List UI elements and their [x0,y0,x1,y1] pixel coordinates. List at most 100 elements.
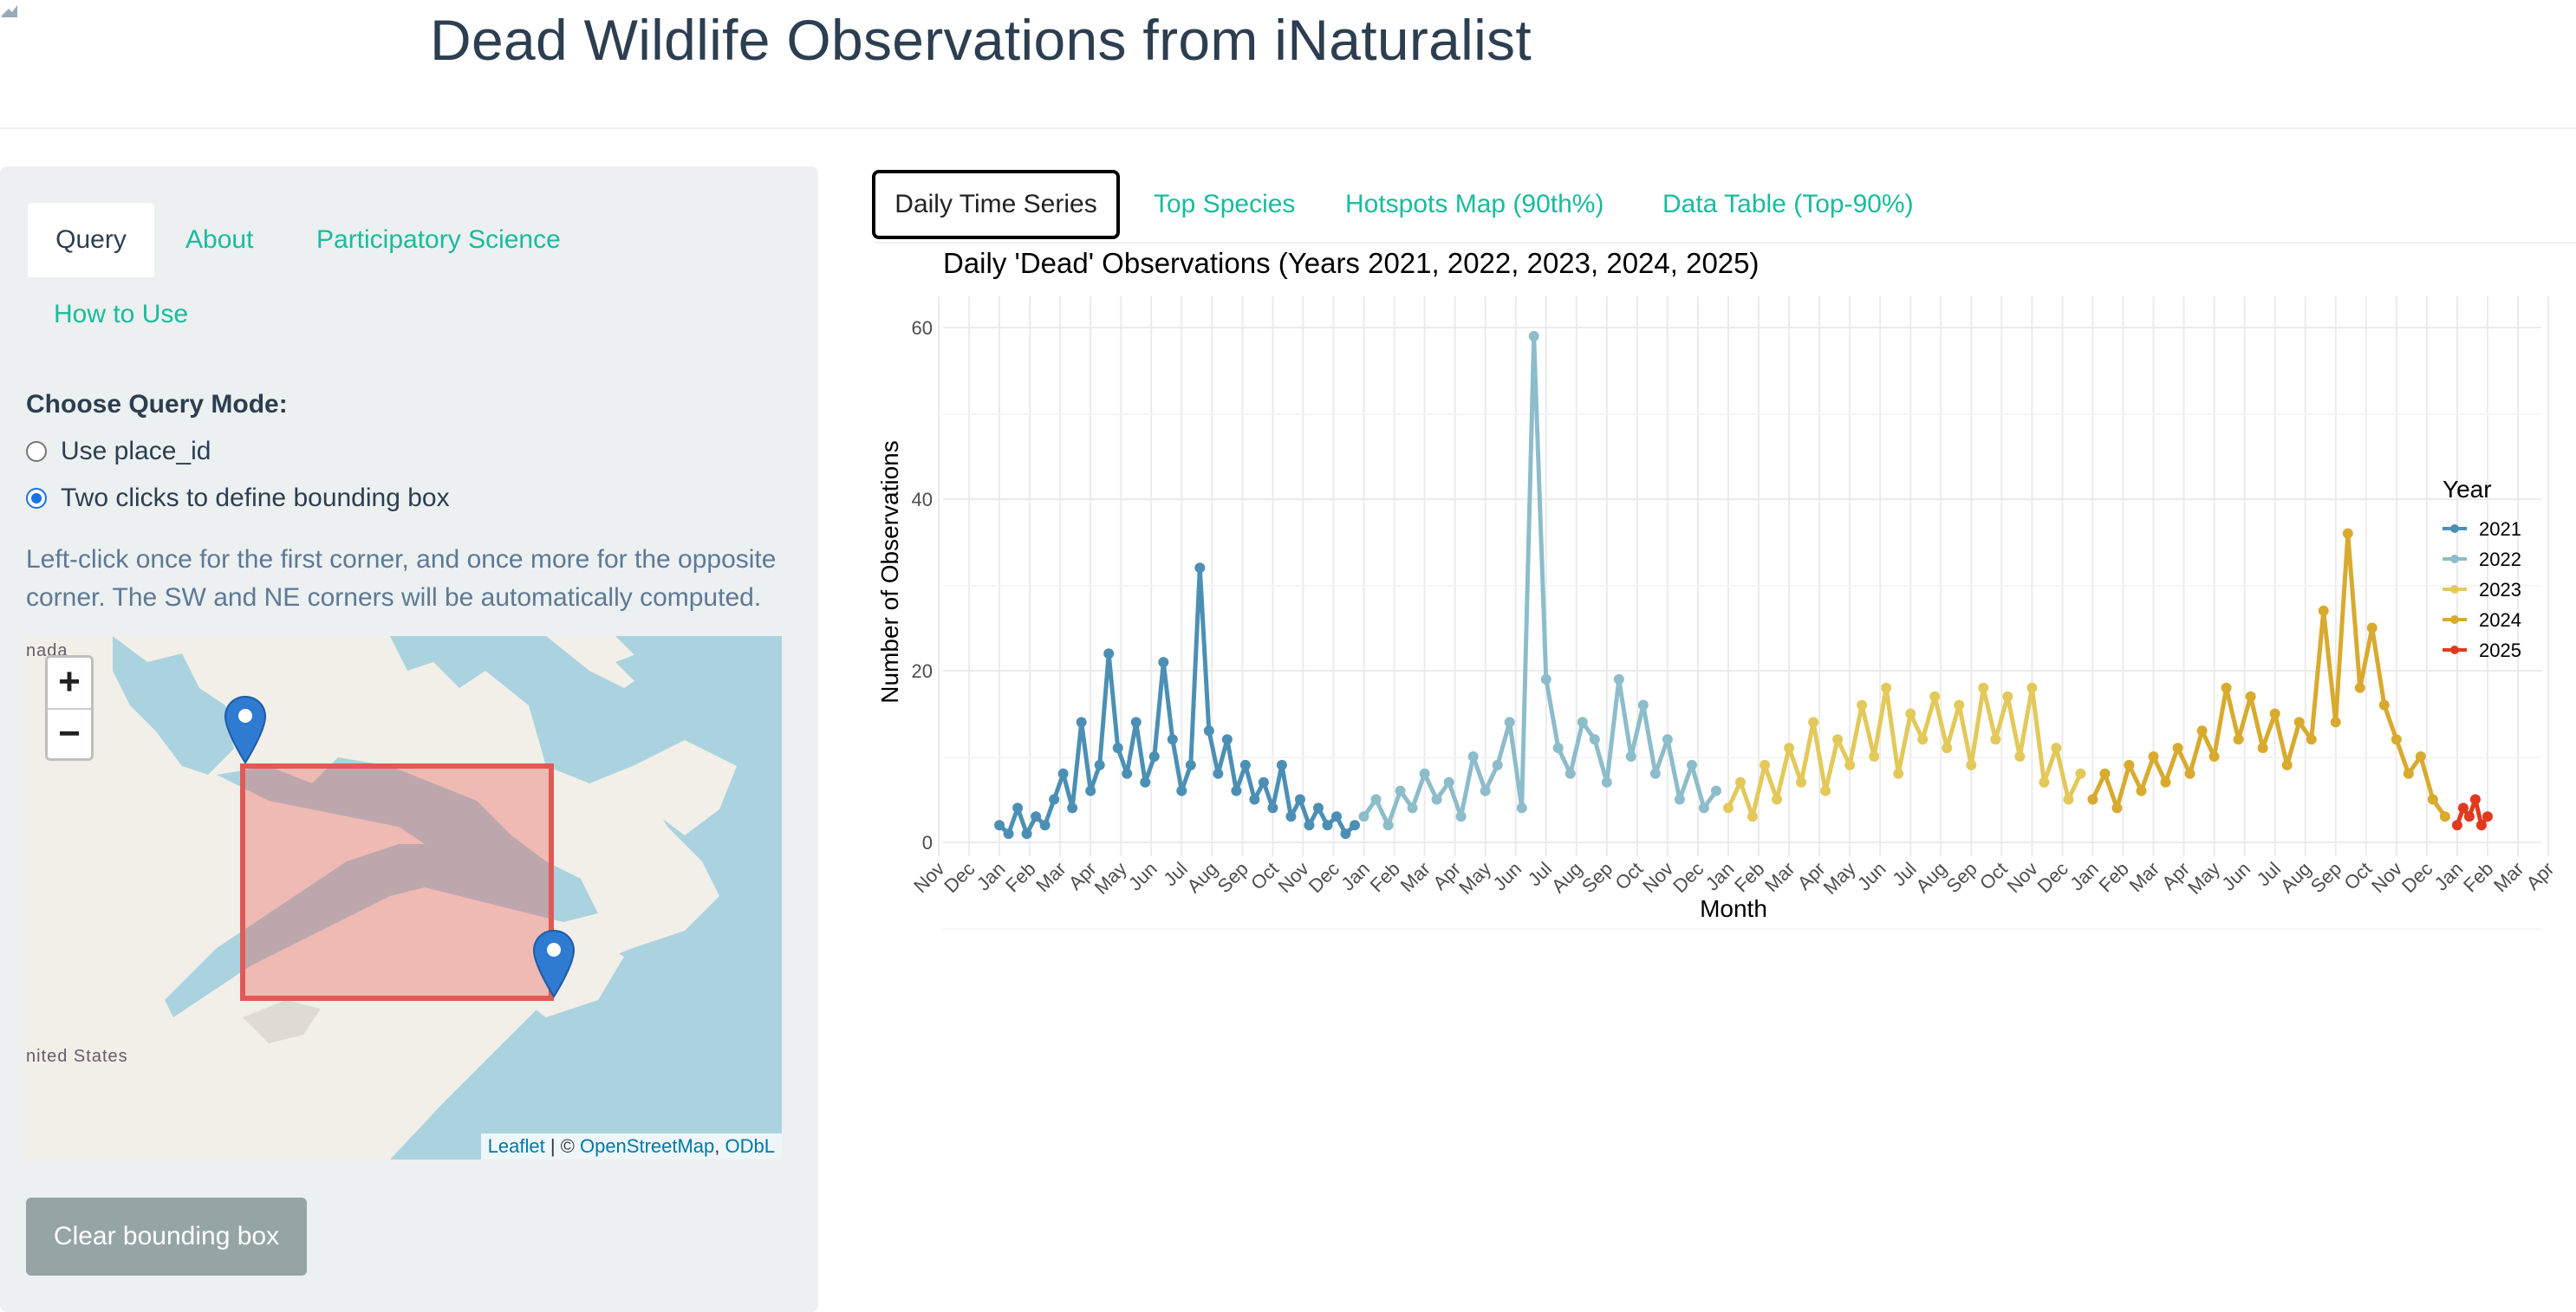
radio-button[interactable] [26,441,47,462]
y-tick-label: 0 [922,832,933,854]
x-tick-label: Feb [1366,858,1404,896]
data-point [1239,759,1251,770]
data-point [1419,768,1430,779]
data-point [2063,794,2074,805]
data-point [1057,768,1069,779]
data-point [1942,743,1953,754]
tab-data-table[interactable]: Data Table (Top-90%) [1662,190,1914,218]
data-point [2475,820,2487,831]
tab-participatory-science[interactable]: Participatory Science [316,225,561,254]
data-point [1966,759,1977,770]
x-tick-label: Nov [2367,858,2406,897]
series-line-2021 [998,565,1356,836]
x-tick-label: Oct [2339,858,2376,894]
map-tiles [26,636,782,1159]
data-point [1249,794,1260,805]
data-point [1893,768,1904,779]
radio-button-checked[interactable] [26,488,47,509]
data-point [1589,734,1600,745]
data-point [2160,776,2171,788]
marker-nw-icon[interactable] [224,695,267,764]
data-point [1722,802,1734,814]
data-point [1820,785,1831,796]
zoom-out-button[interactable]: − [58,712,81,755]
data-point [1407,802,1418,814]
zoom-in-button[interactable]: + [48,658,91,710]
x-tick-label: Sep [1213,858,1252,897]
data-point [1085,785,1096,796]
data-point [1021,828,1032,840]
data-point [1285,811,1297,822]
data-point [1221,734,1233,745]
data-point [1049,794,1060,805]
odbl-link[interactable]: ODbL [725,1135,775,1157]
data-point [1158,657,1169,668]
tab-about[interactable]: About [185,225,254,254]
radio-option-bounding-box[interactable]: Two clicks to define bounding box [26,484,450,513]
data-point [1637,699,1649,711]
data-point [1504,717,1515,728]
attribution-separator: | © [544,1135,580,1157]
tab-how-to-use[interactable]: How to Use [54,300,189,328]
data-point [1808,717,1819,728]
data-point [2075,768,2086,779]
data-point [2482,811,2493,822]
data-point [1978,682,1989,693]
legend-key-dot [2450,615,2459,624]
data-point [1039,820,1051,831]
data-point [1784,743,1795,754]
data-point [1649,768,1661,779]
legend-title: Year [2443,476,2492,503]
tab-top-species[interactable]: Top Species [1154,190,1296,218]
marker-se-icon[interactable] [532,929,576,998]
leaflet-map[interactable]: nada nited States + − Leaflet | © OpenSt… [26,636,782,1159]
data-point [1312,802,1324,814]
data-point [2293,717,2305,728]
leaflet-link[interactable]: Leaflet [487,1135,545,1157]
x-tick-label: Jun [1853,858,1890,895]
data-point [2196,725,2208,737]
data-point [2318,605,2329,616]
data-point [1881,682,1892,693]
osm-link[interactable]: OpenStreetMap [579,1135,715,1157]
data-point [1176,785,1187,796]
data-point [1431,794,1442,805]
data-point [1122,768,1133,779]
tab-hotspots-map[interactable]: Hotspots Map (90th%) [1345,190,1604,218]
query-mode-label: Choose Query Mode: [26,390,288,419]
x-tick-label: Aug [1547,858,1586,897]
data-point [1340,828,1351,840]
x-tick-label: Mar [2489,858,2527,896]
legend-label-2023: 2023 [2479,579,2521,601]
y-axis-ticks: 0 20 40 60 [912,317,933,854]
data-point [1267,802,1278,814]
data-point [1552,743,1564,754]
data-point [2415,751,2426,762]
data-point [1012,802,1024,814]
series-line-2023 [1726,685,2083,819]
data-point [1857,699,1868,711]
radio-option-place-id[interactable]: Use place_id [26,437,211,466]
data-point [2391,734,2402,745]
data-point [2124,759,2135,770]
data-point [2026,682,2038,693]
data-point [2269,708,2280,719]
data-point [2051,743,2062,754]
data-point [2208,751,2220,762]
x-tick-label: Dec [1669,858,1708,897]
tab-query[interactable]: Query [28,203,154,277]
data-point [1194,562,1206,574]
data-point [2342,528,2353,539]
clear-bounding-box-button[interactable]: Clear bounding box [26,1198,307,1276]
x-tick-label: Nov [1274,858,1313,897]
data-point [2451,820,2462,831]
header-divider [0,127,2576,129]
data-point [2457,802,2469,814]
tab-divider [875,242,2576,244]
x-tick-label: Jan [2065,858,2103,895]
x-tick-label: Dec [2397,858,2436,897]
data-point [1103,648,1115,659]
radio-label: Two clicks to define bounding box [61,484,450,512]
tab-daily-time-series[interactable]: Daily Time Series [872,170,1120,239]
broken-image-icon [2,5,17,17]
